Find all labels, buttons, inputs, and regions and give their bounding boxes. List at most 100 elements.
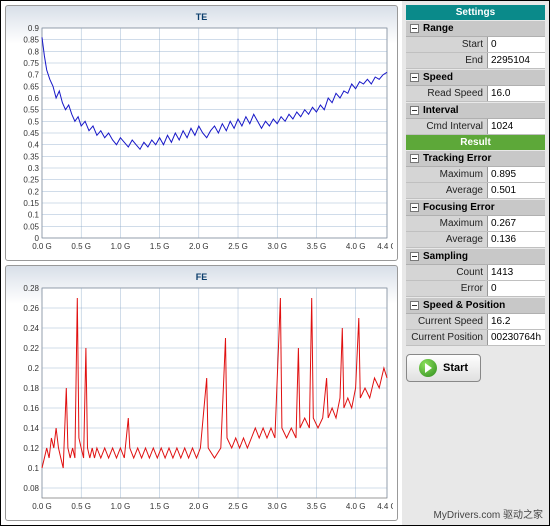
svg-text:0.15: 0.15 [23, 199, 39, 208]
group-focusing[interactable]: Focusing Error [406, 199, 545, 216]
svg-text:1.5 G: 1.5 G [150, 502, 170, 511]
group-sampling[interactable]: Sampling [406, 248, 545, 265]
svg-text:2.5 G: 2.5 G [228, 502, 248, 511]
property-key: End [406, 53, 487, 68]
property-value[interactable]: 2295104 [487, 53, 545, 68]
collapse-icon [410, 73, 419, 82]
svg-text:0.45: 0.45 [23, 129, 39, 138]
svg-text:0.75: 0.75 [23, 59, 39, 68]
fe-chart-plot: 0.080.10.120.140.160.180.20.220.240.260.… [10, 284, 393, 516]
group-speed[interactable]: Speed [406, 69, 545, 86]
svg-text:0.4: 0.4 [28, 141, 40, 150]
svg-text:2.0 G: 2.0 G [189, 502, 209, 511]
property-row: Start0 [406, 37, 545, 53]
property-row: End2295104 [406, 53, 545, 69]
te-chart-plot: 00.050.10.150.20.250.30.350.40.450.50.55… [10, 24, 393, 256]
property-key: Current Speed [406, 314, 487, 329]
property-key: Current Position [406, 330, 487, 345]
svg-text:0.65: 0.65 [23, 82, 39, 91]
property-row: Error0 [406, 281, 545, 297]
svg-text:0.3: 0.3 [28, 164, 40, 173]
collapse-icon [410, 203, 419, 212]
property-value[interactable]: 16.0 [487, 86, 545, 101]
svg-text:0.0 G: 0.0 G [32, 502, 52, 511]
property-value[interactable]: 0 [487, 37, 545, 52]
property-value[interactable]: 0.501 [487, 183, 545, 198]
start-button-label: Start [443, 362, 468, 374]
collapse-icon [410, 154, 419, 163]
property-row: Count1413 [406, 265, 545, 281]
watermark-text: MyDrivers.com 驱动之家 [434, 506, 543, 521]
fe-chart-box: FE 0.080.10.120.140.160.180.20.220.240.2… [5, 265, 398, 521]
svg-text:0.35: 0.35 [23, 152, 39, 161]
svg-text:0.5 G: 0.5 G [71, 242, 91, 251]
svg-text:0.08: 0.08 [23, 484, 39, 493]
svg-text:0.7: 0.7 [28, 71, 40, 80]
svg-text:0.1: 0.1 [28, 211, 40, 220]
svg-text:0.6: 0.6 [28, 94, 40, 103]
fe-chart-title: FE [10, 270, 393, 284]
property-key: Error [406, 281, 487, 296]
property-row: Average0.501 [406, 183, 545, 199]
property-row: Average0.136 [406, 232, 545, 248]
group-range[interactable]: Range [406, 20, 545, 37]
group-tracking[interactable]: Tracking Error [406, 150, 545, 167]
svg-text:0.0 G: 0.0 G [32, 242, 52, 251]
svg-text:4.0 G: 4.0 G [346, 242, 366, 251]
svg-text:0.24: 0.24 [23, 324, 39, 333]
svg-text:4.0 G: 4.0 G [346, 502, 366, 511]
property-value[interactable]: 00230764h [487, 330, 545, 345]
group-interval[interactable]: Interval [406, 102, 545, 119]
svg-text:3.5 G: 3.5 G [307, 502, 327, 511]
property-key: Maximum [406, 167, 487, 182]
property-value[interactable]: 1413 [487, 265, 545, 280]
property-key: Read Speed [406, 86, 487, 101]
te-chart-box: TE 00.050.10.150.20.250.30.350.40.450.50… [5, 5, 398, 261]
property-key: Maximum [406, 216, 487, 231]
group-speedpos[interactable]: Speed & Position [406, 297, 545, 314]
property-key: Average [406, 183, 487, 198]
property-key: Average [406, 232, 487, 247]
svg-text:0.28: 0.28 [23, 284, 39, 293]
svg-text:3.5 G: 3.5 G [307, 242, 327, 251]
property-row: Maximum0.895 [406, 167, 545, 183]
svg-text:0.2: 0.2 [28, 364, 40, 373]
property-value[interactable]: 0 [487, 281, 545, 296]
property-value[interactable]: 0.136 [487, 232, 545, 247]
property-value[interactable]: 1024 [487, 119, 545, 134]
property-row: Maximum0.267 [406, 216, 545, 232]
svg-text:0.5: 0.5 [28, 117, 40, 126]
svg-text:1.0 G: 1.0 G [111, 502, 131, 511]
svg-text:0.55: 0.55 [23, 106, 39, 115]
svg-text:3.0 G: 3.0 G [267, 502, 287, 511]
start-button[interactable]: Start [406, 354, 481, 382]
settings-header: Settings [406, 5, 545, 20]
svg-text:0.9: 0.9 [28, 24, 40, 33]
collapse-icon [410, 106, 419, 115]
property-value[interactable]: 0.267 [487, 216, 545, 231]
result-header: Result [406, 135, 545, 150]
charts-panel: TE 00.050.10.150.20.250.30.350.40.450.50… [1, 1, 402, 525]
svg-text:0.18: 0.18 [23, 384, 39, 393]
property-row: Read Speed16.0 [406, 86, 545, 102]
property-key: Count [406, 265, 487, 280]
svg-text:0.25: 0.25 [23, 176, 39, 185]
svg-text:2.5 G: 2.5 G [228, 242, 248, 251]
property-value[interactable]: 0.895 [487, 167, 545, 182]
svg-text:0.5 G: 0.5 G [71, 502, 91, 511]
svg-text:0.8: 0.8 [28, 47, 40, 56]
property-row: Cmd Interval1024 [406, 119, 545, 135]
svg-text:0.16: 0.16 [23, 404, 39, 413]
svg-text:0.2: 0.2 [28, 187, 40, 196]
property-row: Current Position00230764h [406, 330, 545, 346]
svg-text:3.0 G: 3.0 G [267, 242, 287, 251]
property-key: Start [406, 37, 487, 52]
svg-text:0.12: 0.12 [23, 444, 39, 453]
svg-text:0.22: 0.22 [23, 344, 39, 353]
collapse-icon [410, 252, 419, 261]
property-value[interactable]: 16.2 [487, 314, 545, 329]
te-chart-title: TE [10, 10, 393, 24]
property-key: Cmd Interval [406, 119, 487, 134]
svg-text:0.26: 0.26 [23, 304, 39, 313]
collapse-icon [410, 301, 419, 310]
